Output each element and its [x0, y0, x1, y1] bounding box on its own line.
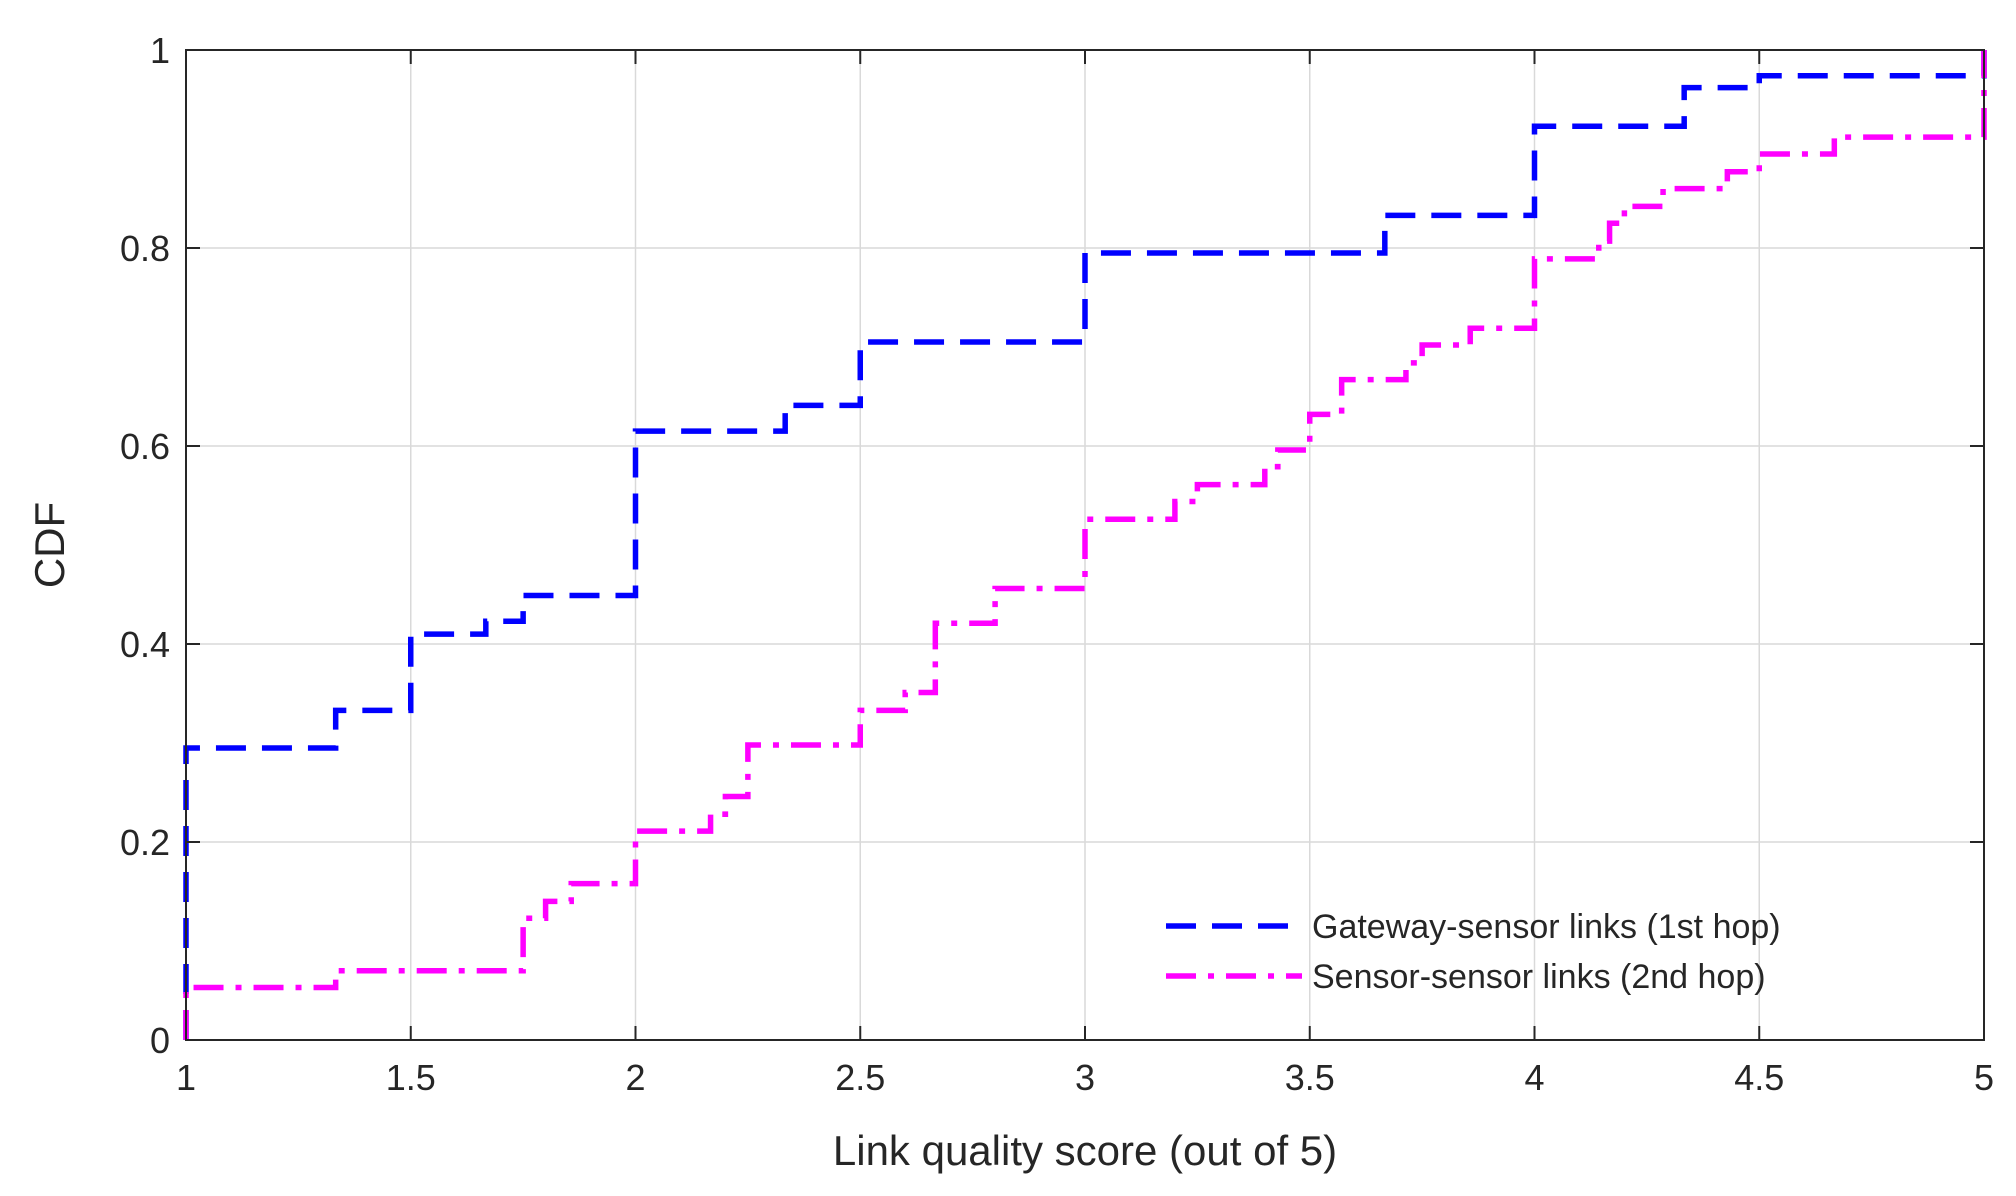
y-tick-label: 0	[150, 1020, 170, 1061]
x-tick-label: 1.5	[386, 1057, 436, 1098]
series-gateway-sensor-line	[183, 50, 1987, 1040]
series-sensor-sensor-line	[183, 50, 1987, 1040]
x-tick-label: 4	[1524, 1057, 1544, 1098]
x-tick-label: 3.5	[1285, 1057, 1335, 1098]
x-tick-label: 2.5	[835, 1057, 885, 1098]
legend-label-gateway-sensor: Gateway-sensor links (1st hop)	[1312, 908, 1781, 946]
x-tick-label: 5	[1974, 1057, 1994, 1098]
series-layer	[183, 50, 1987, 1040]
legend-label-sensor-sensor: Sensor-sensor links (2nd hop)	[1312, 958, 1766, 996]
y-axis-label: CDF	[26, 502, 73, 588]
x-tick-label: 4.5	[1734, 1057, 1784, 1098]
ticks	[185, 49, 1985, 1041]
y-tick-labels: 0 0.2 0.4 0.6 0.8 1	[120, 30, 170, 1061]
x-tick-labels: 1 1.5 2 2.5 3 3.5 4 4.5 5	[176, 1057, 1994, 1098]
y-tick-label: 0.2	[120, 822, 170, 863]
y-tick-label: 1	[150, 30, 170, 71]
legend: Gateway-sensor links (1st hop) Sensor-se…	[1166, 908, 1781, 996]
y-tick-label: 0.6	[120, 426, 170, 467]
x-tick-label: 1	[176, 1057, 196, 1098]
y-tick-label: 0.8	[120, 228, 170, 269]
x-tick-label: 2	[625, 1057, 645, 1098]
y-tick-label: 0.4	[120, 624, 170, 665]
x-tick-label: 3	[1075, 1057, 1095, 1098]
x-axis-label: Link quality score (out of 5)	[833, 1127, 1337, 1174]
